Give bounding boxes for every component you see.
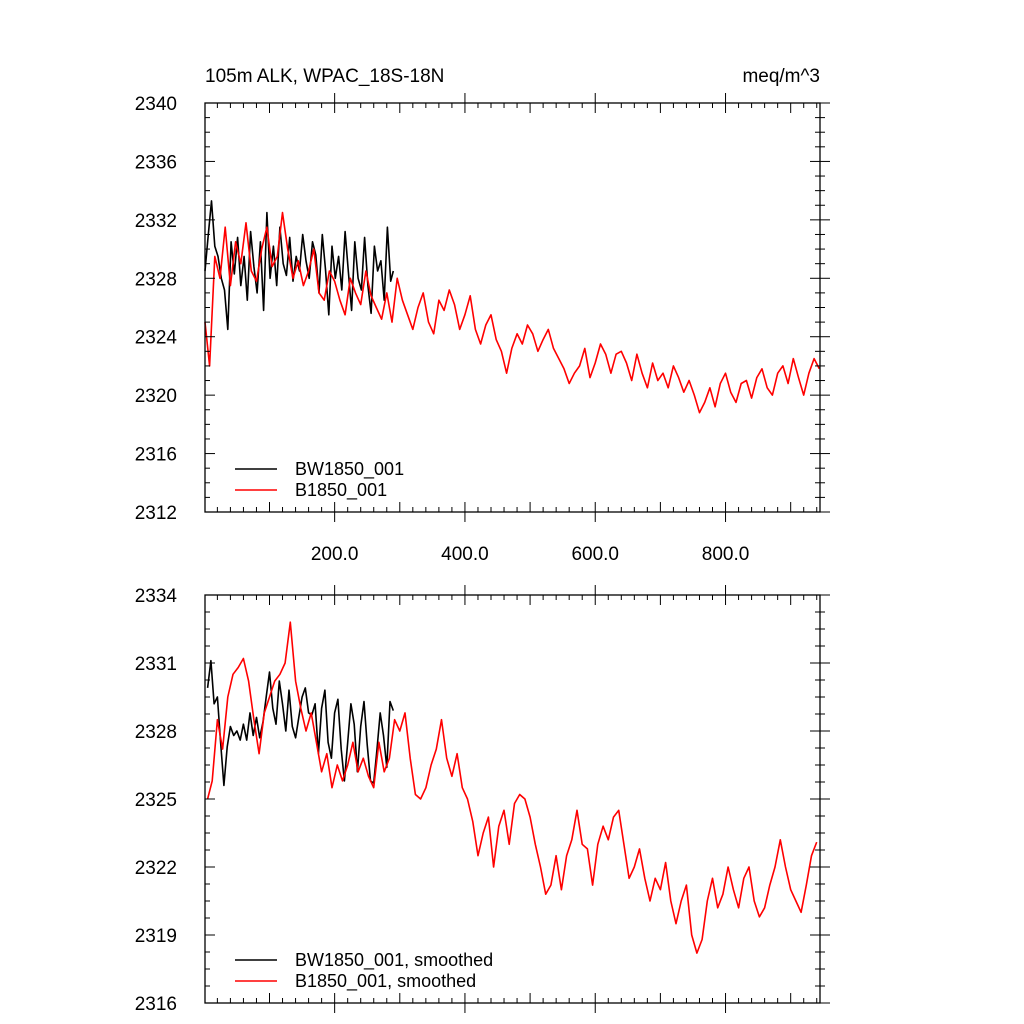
y-tick-label: 2336 xyxy=(135,152,177,173)
plot-frame xyxy=(204,594,821,1004)
x-tick-label: 400.0 xyxy=(441,544,489,565)
series-line-b1850-001 xyxy=(204,211,821,414)
y-tick-label: 2324 xyxy=(135,328,178,349)
x-tick-label: 600.0 xyxy=(571,544,619,565)
y-tick-label: 2316 xyxy=(135,445,177,466)
series-line-bw1850-001 xyxy=(204,200,395,331)
y-tick-label: 2312 xyxy=(135,503,177,524)
legend-label: BW1850_001 xyxy=(295,459,404,480)
legend-label: B1850_001 xyxy=(295,480,387,501)
y-tick-label: 2322 xyxy=(135,858,177,879)
y-tick-label: 2325 xyxy=(135,790,177,811)
bottom-panel-alk-smoothed: 2316 2319 2322 2325 2328 2331 2334 BW1850_001, … xyxy=(135,585,830,1015)
series-line-b1850-001-smoothed xyxy=(206,621,818,954)
panel-title: 105m ALK, WPAC_18S-18N xyxy=(205,66,444,87)
y-tick-label: 2332 xyxy=(135,211,177,232)
y-tick-label: 2328 xyxy=(135,269,177,290)
y-tick-label: 2334 xyxy=(135,586,178,607)
top-panel-alk-raw: 105m ALK, WPAC_18S-18N meq/m^3 200.0 400.… xyxy=(135,66,830,565)
y-tick-label: 2320 xyxy=(135,386,177,407)
y-tick-label: 2316 xyxy=(135,994,177,1015)
x-tick-label: 200.0 xyxy=(311,544,359,565)
units-label: meq/m^3 xyxy=(742,66,820,87)
x-tick-label: 800.0 xyxy=(702,544,750,565)
plot-frame xyxy=(204,102,821,513)
legend-label: BW1850_001, smoothed xyxy=(295,950,493,971)
y-tick-label: 2319 xyxy=(135,926,177,947)
y-tick-label: 2340 xyxy=(135,94,177,115)
y-tick-label: 2331 xyxy=(135,654,177,675)
legend-label: B1850_001, smoothed xyxy=(295,971,476,992)
y-tick-label: 2328 xyxy=(135,722,177,743)
